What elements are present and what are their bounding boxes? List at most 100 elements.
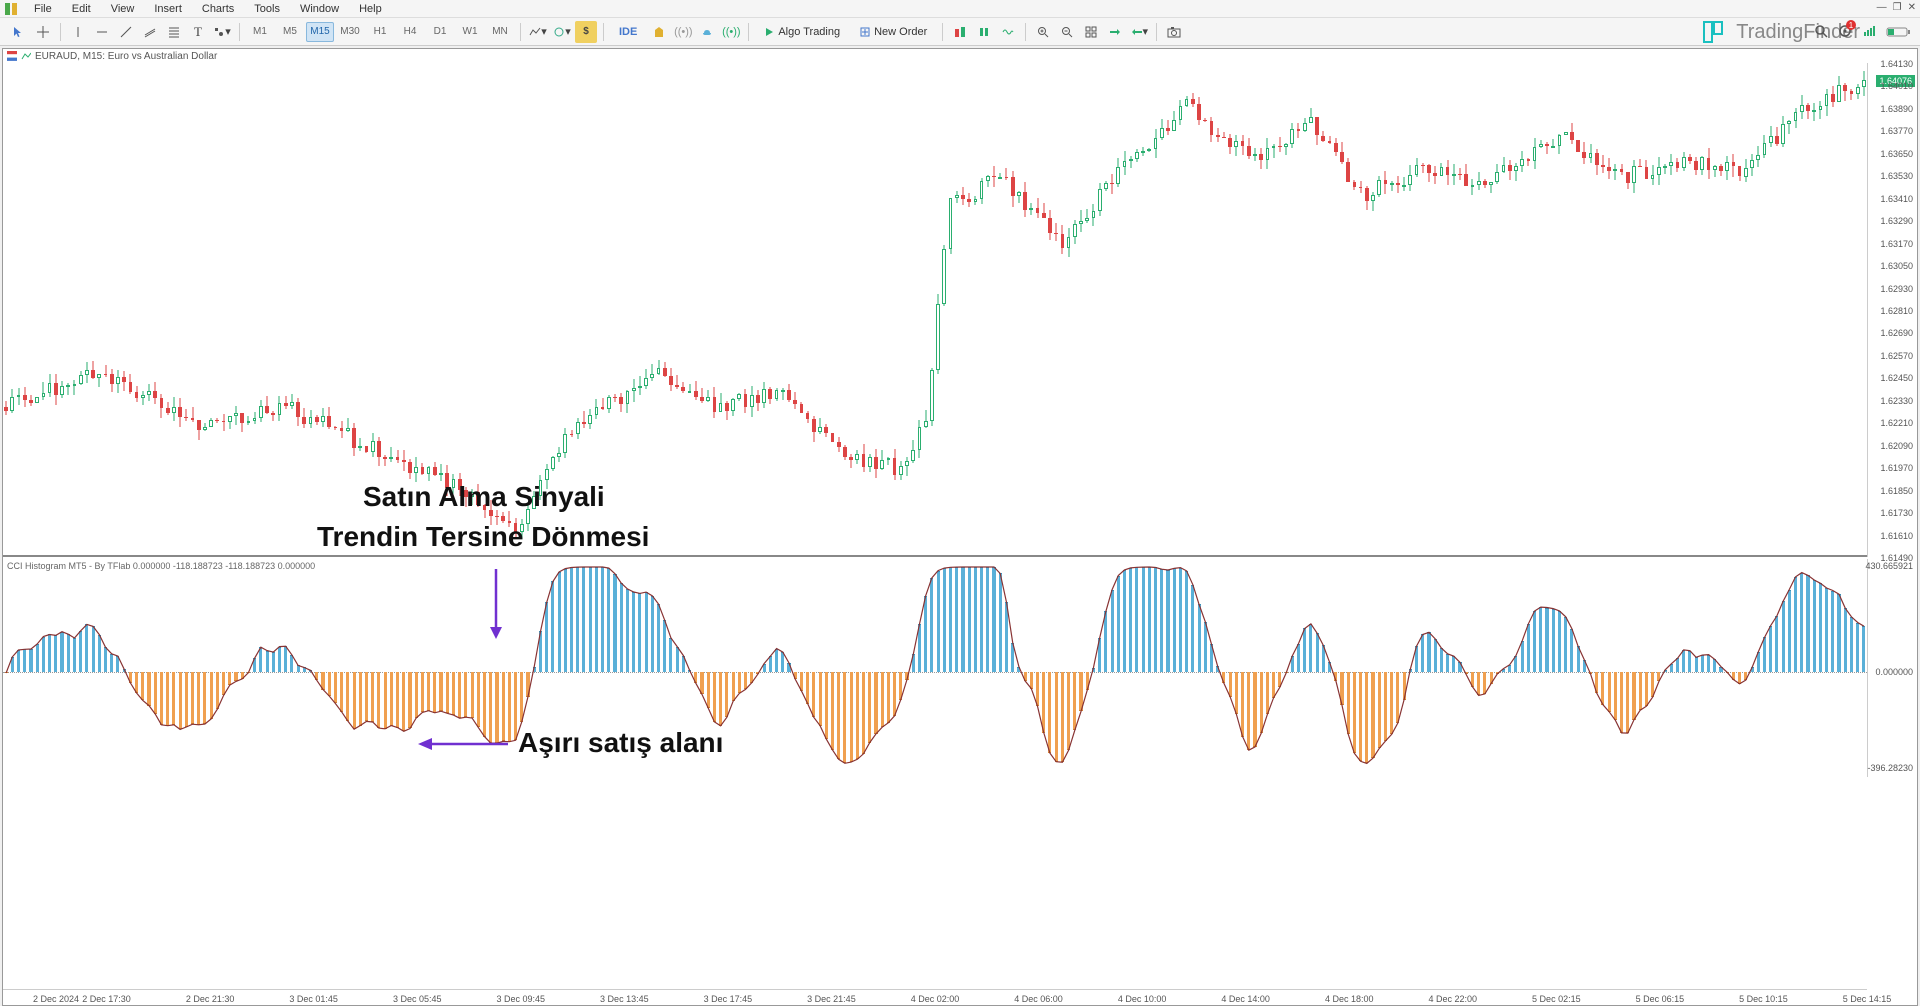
candle [967,193,971,207]
menu-help[interactable]: Help [349,1,392,17]
signal2-icon[interactable]: ((•)) [720,21,742,43]
candle [1620,164,1624,175]
menu-window[interactable]: Window [290,1,349,17]
candle [986,175,990,187]
menu-insert[interactable]: Insert [144,1,192,17]
window-controls: — ❐ ✕ [1877,2,1916,13]
price-axis: 1.64076 1.641301.640101.638901.637701.63… [1867,63,1917,557]
minimize-button[interactable]: — [1877,2,1887,13]
menu-view[interactable]: View [101,1,145,17]
candle [1508,160,1512,180]
candle [1079,210,1083,231]
menu-charts[interactable]: Charts [192,1,244,17]
candle [1185,96,1189,107]
candle [849,454,853,468]
candle [284,396,288,410]
candle [1495,164,1499,184]
new-order-button[interactable]: New Order [851,21,936,43]
chart-type-icon[interactable]: ▾ [527,21,549,43]
cursor-icon[interactable] [8,21,30,43]
indicators-icon[interactable]: ▾ [551,21,573,43]
indicator-panel[interactable]: CCI Histogram MT5 - By TFlab 0.000000 -1… [3,559,1867,777]
zoom-out-icon[interactable] [1056,21,1078,43]
candle [389,447,393,462]
candle [675,375,679,389]
candle [1533,138,1537,170]
candle [812,416,816,443]
candle [340,421,344,437]
candle [1551,139,1555,148]
market-icon[interactable] [648,21,670,43]
close-button[interactable]: ✕ [1908,2,1916,13]
timeframe-w1[interactable]: W1 [456,22,484,42]
depth-icon[interactable] [973,21,995,43]
autoscroll-icon[interactable]: ▾ [1128,21,1150,43]
text-icon[interactable]: T [187,21,209,43]
candle [570,430,574,437]
price-tick: 1.63770 [1880,126,1913,136]
maximize-button[interactable]: ❐ [1893,2,1902,13]
grid-icon[interactable] [1080,21,1102,43]
timeframe-d1[interactable]: D1 [426,22,454,42]
fibo-icon[interactable] [163,21,185,43]
timeframe-mn[interactable]: MN [486,22,514,42]
trendline-icon[interactable] [115,21,137,43]
candle [1651,165,1655,185]
candle [1129,156,1133,167]
candle [1645,160,1649,179]
candle [302,408,306,428]
candle [309,410,313,428]
menu-edit[interactable]: Edit [62,1,101,17]
candle [1514,163,1518,181]
candle [79,371,83,384]
candle [750,386,754,417]
zoom-in-icon[interactable] [1032,21,1054,43]
connection-icon[interactable] [1862,24,1876,43]
candle [54,374,58,405]
candle [1085,209,1089,223]
candle [1458,168,1462,180]
timeframe-m5[interactable]: M5 [276,22,304,42]
candle [657,360,661,375]
timeframe-h1[interactable]: H1 [366,22,394,42]
candle [1787,120,1791,133]
candle [1247,138,1251,159]
price-chart[interactable]: Satın Alma Sinyali Trendin Tersine Dönme… [3,63,1867,557]
candle [1850,89,1854,101]
camera-icon[interactable] [1163,21,1185,43]
candle [1626,172,1630,189]
time-tick: 5 Dec 10:15 [1739,994,1788,1004]
objects-icon[interactable]: ▾ [211,21,233,43]
notification-icon[interactable] [1838,24,1852,43]
candle [681,382,685,393]
ide-button[interactable]: IDE [610,21,646,43]
vline-icon[interactable] [67,21,89,43]
candle [744,389,748,413]
vps-icon[interactable] [696,21,718,43]
timeframe-m15[interactable]: M15 [306,22,334,42]
candle [122,371,126,391]
menu-tools[interactable]: Tools [244,1,290,17]
timeframe-h4[interactable]: H4 [396,22,424,42]
price-tick: 1.62090 [1880,441,1913,451]
algo-trading-button[interactable]: Algo Trading [755,21,849,43]
candle [10,389,14,413]
shift-icon[interactable] [1104,21,1126,43]
timeframe-m30[interactable]: M30 [336,22,364,42]
candle [1415,158,1419,177]
hline-icon[interactable] [91,21,113,43]
candle [1763,135,1767,158]
candle [762,382,766,409]
timeframe-m1[interactable]: M1 [246,22,274,42]
oscillator-icon[interactable] [997,21,1019,43]
time-tick: 4 Dec 22:00 [1428,994,1477,1004]
search-icon[interactable] [1814,24,1828,43]
candle [1781,116,1785,147]
dollar-icon[interactable]: $ [575,21,597,43]
crosshair-icon[interactable] [32,21,54,43]
signal1-icon[interactable]: ((•)) [672,21,694,43]
equidistant-icon[interactable] [139,21,161,43]
candle [1191,93,1195,107]
menu-file[interactable]: File [24,1,62,17]
trade-panel-icon[interactable] [949,21,971,43]
